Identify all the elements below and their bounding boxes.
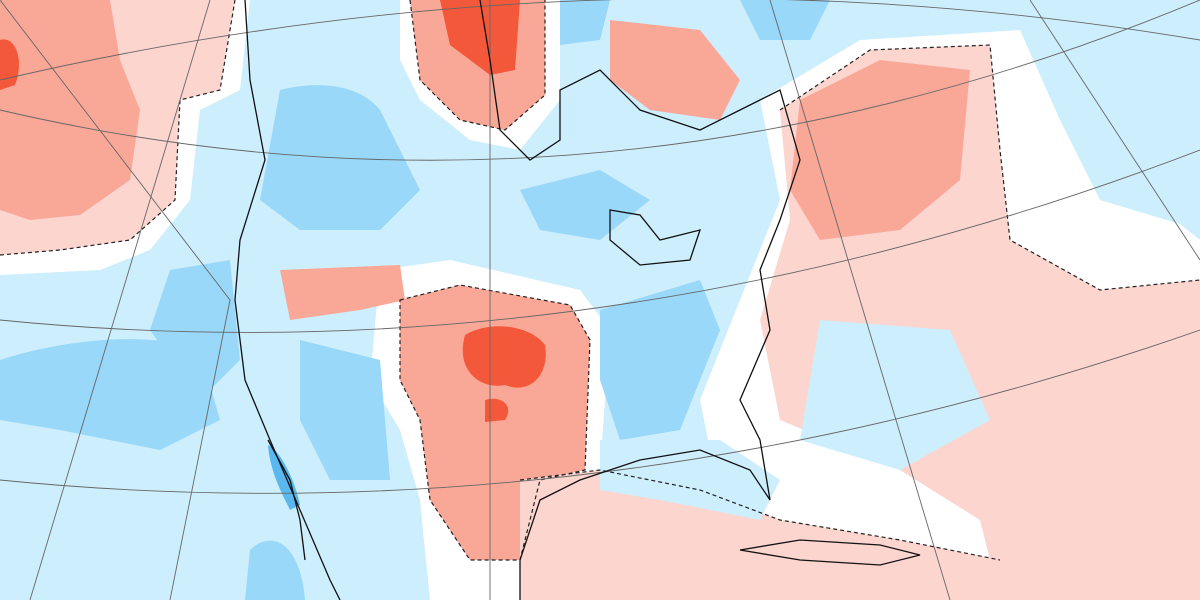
- cold-anomaly-weak: [800, 320, 990, 470]
- graticule: [0, 0, 1200, 81]
- warm-anomaly-max: [462, 326, 546, 388]
- warm-anomaly-max: [485, 398, 509, 422]
- graticule: [769, 0, 951, 600]
- cold-anomaly: [600, 280, 720, 440]
- warm-anomaly-strong: [280, 265, 405, 320]
- cold-anomaly: [740, 0, 830, 40]
- zero-contour: [399, 284, 591, 561]
- warm-anomaly: [520, 470, 1000, 600]
- graticule: [0, 0, 231, 600]
- lake-shoreline: [609, 209, 701, 266]
- zero-contour: [779, 44, 1200, 291]
- warm-anomaly-strong: [610, 20, 740, 120]
- cold-anomaly: [300, 340, 390, 480]
- cold-anomaly: [245, 540, 305, 600]
- cold-anomaly-weak: [1030, 0, 1200, 240]
- zero-contour: [0, 0, 236, 256]
- coastline: [479, 0, 801, 600]
- graticule: [0, 329, 1200, 494]
- zero-contour: [409, 0, 546, 131]
- cold-anomaly-strong: [268, 445, 300, 510]
- warm-anomaly-max: [440, 0, 520, 75]
- cold-anomaly-weak: [600, 440, 780, 520]
- cold-anomaly: [0, 339, 220, 450]
- island-shoreline: [739, 539, 921, 566]
- zero-contour: [519, 469, 1001, 561]
- cold-anomaly: [520, 170, 650, 240]
- coastline: [267, 439, 306, 561]
- warm-anomaly-strong: [0, 0, 140, 220]
- cold-anomaly: [150, 260, 240, 400]
- graticule: [29, 0, 211, 600]
- graticule: [1029, 0, 1200, 261]
- graticule: [0, 0, 1200, 161]
- warm-anomaly-strong: [790, 60, 970, 240]
- graticule: [0, 149, 1200, 333]
- warm-anomaly-max: [0, 39, 20, 90]
- coastline: [234, 0, 341, 600]
